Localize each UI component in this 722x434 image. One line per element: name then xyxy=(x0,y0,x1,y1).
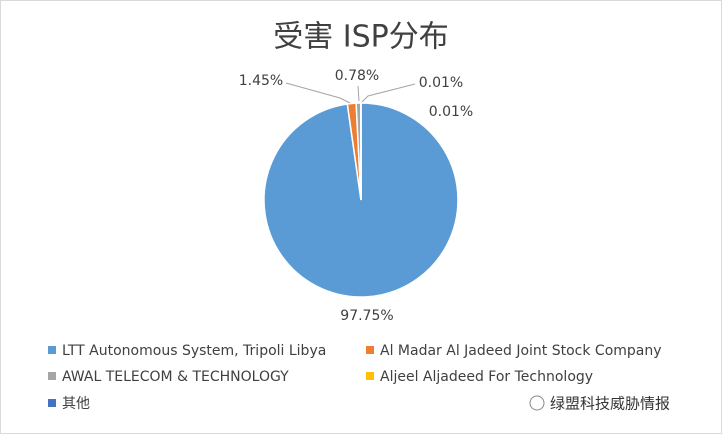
legend-label: Aljeel Aljadeed For Technology xyxy=(380,369,593,385)
data-label: 0.78% xyxy=(335,68,379,84)
watermark: 绿盟科技威胁情报 xyxy=(529,395,670,413)
chart-title: 受害 ISP分布 xyxy=(273,20,449,55)
watermark-icon xyxy=(529,395,545,411)
legend-label: LTT Autonomous System, Tripoli Libya xyxy=(62,343,326,359)
legend-label: 其他 xyxy=(62,396,90,412)
leader-line xyxy=(361,83,416,103)
legend-label: AWAL TELECOM & TECHNOLOGY xyxy=(62,369,289,385)
legend-swatch xyxy=(366,346,374,354)
data-label: 1.45% xyxy=(239,73,283,89)
leader-line xyxy=(357,85,360,102)
data-label: 0.01% xyxy=(429,104,473,120)
legend-swatch xyxy=(48,346,56,354)
legend-swatch xyxy=(48,399,56,407)
legend-swatch xyxy=(366,372,374,380)
legend-label: Al Madar Al Jadeed Joint Stock Company xyxy=(380,343,662,359)
data-label: 0.01% xyxy=(419,75,463,91)
legend-swatch xyxy=(48,372,56,380)
data-label: 97.75% xyxy=(340,308,393,324)
leader-line xyxy=(285,82,351,104)
watermark-text: 绿盟科技威胁情报 xyxy=(550,395,670,413)
